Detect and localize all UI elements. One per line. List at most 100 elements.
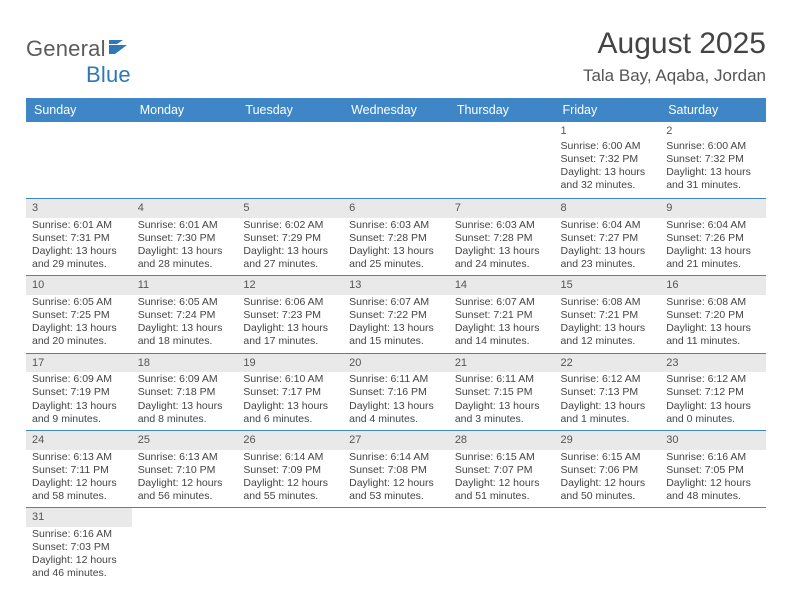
- weekday-header: Tuesday: [237, 98, 343, 122]
- day-number: 22: [555, 354, 661, 373]
- daylight-line-2: and 18 minutes.: [138, 335, 232, 348]
- brand-name-blue: Blue: [86, 62, 131, 87]
- sunset-line: Sunset: 7:09 PM: [243, 464, 337, 477]
- daylight-line: Daylight: 12 hours: [32, 554, 126, 567]
- daylight-line: Daylight: 13 hours: [349, 245, 443, 258]
- brand-logo: General Blue: [26, 28, 131, 88]
- daylight-line: Daylight: 13 hours: [32, 400, 126, 413]
- sunset-line: Sunset: 7:19 PM: [32, 386, 126, 399]
- weekday-header-row: SundayMondayTuesdayWednesdayThursdayFrid…: [26, 98, 766, 122]
- daylight-line: Daylight: 13 hours: [455, 400, 549, 413]
- day-number: 28: [449, 431, 555, 450]
- sunrise-line: Sunrise: 6:14 AM: [349, 451, 443, 464]
- title-block: August 2025 Tala Bay, Aqaba, Jordan: [583, 28, 766, 86]
- day-number: 29: [555, 431, 661, 450]
- calendar-cell: 6Sunrise: 6:03 AMSunset: 7:28 PMDaylight…: [343, 199, 449, 276]
- calendar-cell: 5Sunrise: 6:02 AMSunset: 7:29 PMDaylight…: [237, 199, 343, 276]
- calendar-week-row: 31Sunrise: 6:16 AMSunset: 7:03 PMDayligh…: [26, 508, 766, 585]
- day-number: 16: [660, 276, 766, 295]
- day-number: 19: [237, 354, 343, 373]
- daylight-line-2: and 25 minutes.: [349, 258, 443, 271]
- day-number: 21: [449, 354, 555, 373]
- sunrise-line: Sunrise: 6:15 AM: [561, 451, 655, 464]
- calendar-cell: [449, 122, 555, 199]
- sunrise-line: Sunrise: 6:16 AM: [32, 528, 126, 541]
- sunset-line: Sunset: 7:12 PM: [666, 386, 760, 399]
- sunrise-line: Sunrise: 6:13 AM: [32, 451, 126, 464]
- daylight-line-2: and 11 minutes.: [666, 335, 760, 348]
- calendar-page: General Blue August 2025 Tala Bay, Aqaba…: [0, 0, 792, 612]
- day-number: 13: [343, 276, 449, 295]
- daylight-line: Daylight: 13 hours: [666, 245, 760, 258]
- sunrise-line: Sunrise: 6:03 AM: [349, 219, 443, 232]
- sunrise-line: Sunrise: 6:07 AM: [455, 296, 549, 309]
- daylight-line-2: and 48 minutes.: [666, 490, 760, 503]
- calendar-cell: 7Sunrise: 6:03 AMSunset: 7:28 PMDaylight…: [449, 199, 555, 276]
- sunrise-line: Sunrise: 6:10 AM: [243, 373, 337, 386]
- daylight-line-2: and 32 minutes.: [561, 179, 655, 192]
- daylight-line-2: and 28 minutes.: [138, 258, 232, 271]
- daylight-line: Daylight: 12 hours: [32, 477, 126, 490]
- sunrise-line: Sunrise: 6:09 AM: [32, 373, 126, 386]
- sunset-line: Sunset: 7:21 PM: [455, 309, 549, 322]
- day-number: 1: [561, 122, 655, 140]
- weekday-header: Thursday: [449, 98, 555, 122]
- sunset-line: Sunset: 7:22 PM: [349, 309, 443, 322]
- sunrise-line: Sunrise: 6:15 AM: [455, 451, 549, 464]
- sunrise-line: Sunrise: 6:07 AM: [349, 296, 443, 309]
- daylight-line: Daylight: 12 hours: [561, 477, 655, 490]
- day-number: 30: [660, 431, 766, 450]
- day-number: 27: [343, 431, 449, 450]
- daylight-line: Daylight: 12 hours: [243, 477, 337, 490]
- location-subtitle: Tala Bay, Aqaba, Jordan: [583, 66, 766, 86]
- sunrise-line: Sunrise: 6:14 AM: [243, 451, 337, 464]
- day-number: 17: [26, 354, 132, 373]
- calendar-cell: 31Sunrise: 6:16 AMSunset: 7:03 PMDayligh…: [26, 508, 132, 585]
- daylight-line: Daylight: 12 hours: [138, 477, 232, 490]
- day-number: 25: [132, 431, 238, 450]
- daylight-line-2: and 1 minutes.: [561, 413, 655, 426]
- sunset-line: Sunset: 7:27 PM: [561, 232, 655, 245]
- daylight-line: Daylight: 13 hours: [32, 245, 126, 258]
- daylight-line: Daylight: 13 hours: [666, 322, 760, 335]
- calendar-cell: 19Sunrise: 6:10 AMSunset: 7:17 PMDayligh…: [237, 353, 343, 430]
- day-number: 8: [555, 199, 661, 218]
- calendar-cell: 24Sunrise: 6:13 AMSunset: 7:11 PMDayligh…: [26, 430, 132, 507]
- sunset-line: Sunset: 7:26 PM: [666, 232, 760, 245]
- calendar-cell: 29Sunrise: 6:15 AMSunset: 7:06 PMDayligh…: [555, 430, 661, 507]
- daylight-line-2: and 8 minutes.: [138, 413, 232, 426]
- weekday-header: Sunday: [26, 98, 132, 122]
- sunset-line: Sunset: 7:31 PM: [32, 232, 126, 245]
- day-number: 26: [237, 431, 343, 450]
- daylight-line-2: and 50 minutes.: [561, 490, 655, 503]
- calendar-cell: 4Sunrise: 6:01 AMSunset: 7:30 PMDaylight…: [132, 199, 238, 276]
- sunrise-line: Sunrise: 6:05 AM: [32, 296, 126, 309]
- calendar-cell: 27Sunrise: 6:14 AMSunset: 7:08 PMDayligh…: [343, 430, 449, 507]
- calendar-cell: [237, 508, 343, 585]
- sunset-line: Sunset: 7:32 PM: [666, 153, 760, 166]
- sunset-line: Sunset: 7:03 PM: [32, 541, 126, 554]
- flag-icon: [109, 40, 131, 56]
- daylight-line: Daylight: 13 hours: [32, 322, 126, 335]
- daylight-line-2: and 12 minutes.: [561, 335, 655, 348]
- daylight-line: Daylight: 13 hours: [138, 400, 232, 413]
- daylight-line-2: and 9 minutes.: [32, 413, 126, 426]
- daylight-line-2: and 6 minutes.: [243, 413, 337, 426]
- sunset-line: Sunset: 7:28 PM: [349, 232, 443, 245]
- calendar-cell: [132, 122, 238, 199]
- sunset-line: Sunset: 7:13 PM: [561, 386, 655, 399]
- day-number: 18: [132, 354, 238, 373]
- calendar-cell: 10Sunrise: 6:05 AMSunset: 7:25 PMDayligh…: [26, 276, 132, 353]
- calendar-cell: 3Sunrise: 6:01 AMSunset: 7:31 PMDaylight…: [26, 199, 132, 276]
- sunrise-line: Sunrise: 6:01 AM: [32, 219, 126, 232]
- calendar-cell: 20Sunrise: 6:11 AMSunset: 7:16 PMDayligh…: [343, 353, 449, 430]
- calendar-cell: 12Sunrise: 6:06 AMSunset: 7:23 PMDayligh…: [237, 276, 343, 353]
- calendar-week-row: 24Sunrise: 6:13 AMSunset: 7:11 PMDayligh…: [26, 430, 766, 507]
- calendar-week-row: 1Sunrise: 6:00 AMSunset: 7:32 PMDaylight…: [26, 122, 766, 199]
- sunrise-line: Sunrise: 6:04 AM: [666, 219, 760, 232]
- calendar-cell: 30Sunrise: 6:16 AMSunset: 7:05 PMDayligh…: [660, 430, 766, 507]
- calendar-week-row: 3Sunrise: 6:01 AMSunset: 7:31 PMDaylight…: [26, 199, 766, 276]
- daylight-line: Daylight: 13 hours: [243, 400, 337, 413]
- daylight-line-2: and 4 minutes.: [349, 413, 443, 426]
- day-number: 2: [666, 122, 760, 140]
